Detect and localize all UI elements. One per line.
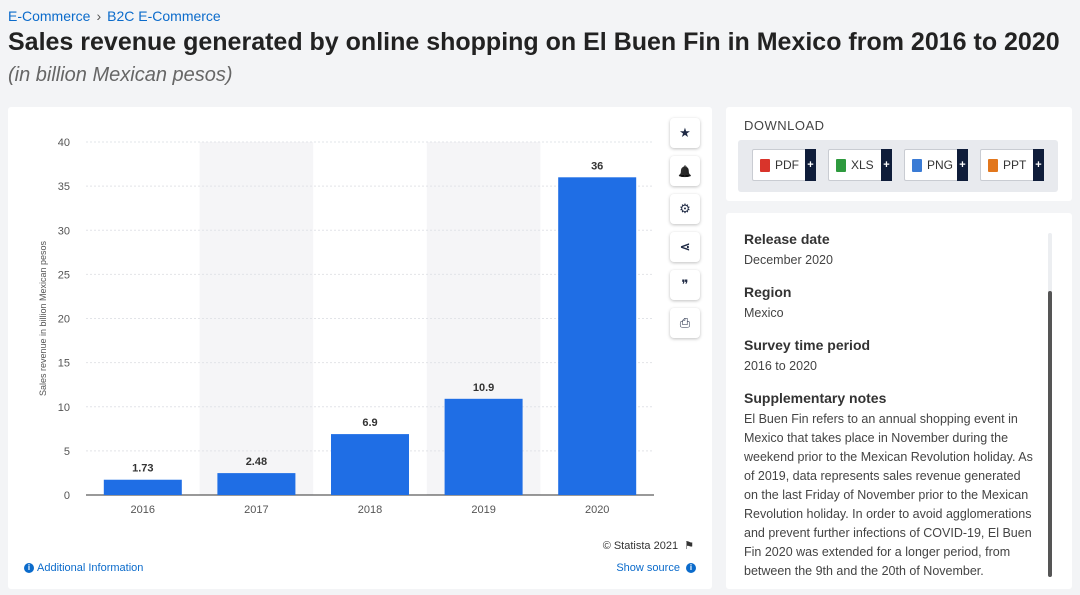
region-value: Mexico <box>744 306 784 320</box>
print-button[interactable]: ⎙ <box>670 308 700 338</box>
breadcrumb-link-ecommerce[interactable]: E-Commerce <box>8 8 91 24</box>
metadata-content: Release date December 2020 Region Mexico… <box>744 231 1034 589</box>
bell-icon: 🔔 <box>678 165 692 178</box>
survey-period-value: 2016 to 2020 <box>744 359 817 373</box>
column-band <box>199 142 314 495</box>
y-axis-label: Sales revenue in billion Mexican pesos <box>38 240 48 396</box>
additional-information-link[interactable]: i Additional Information <box>24 562 143 574</box>
x-tick-label: 2018 <box>358 504 382 516</box>
gear-icon: ⚙ <box>679 201 691 216</box>
y-tick-label: 20 <box>58 314 70 326</box>
ppt-file-icon <box>988 158 998 172</box>
release-date-heading: Release date <box>744 231 830 247</box>
download-ppt-button[interactable]: PPT + <box>980 149 1044 181</box>
scrollbar-thumb[interactable] <box>1048 291 1052 577</box>
x-tick-label: 2019 <box>471 504 495 516</box>
metadata-panel: Release date December 2020 Region Mexico… <box>726 213 1072 589</box>
chart-panel: 0 5 10 15 20 25 30 35 40 1.73 2016 2.48 2017 6.9 2018 1… <box>8 107 712 589</box>
share-button[interactable]: ⋖ <box>670 232 700 262</box>
bar <box>558 177 637 496</box>
flag-icon: ⚑ <box>684 540 694 552</box>
supplementary-notes-heading: Supplementary notes <box>744 390 887 406</box>
breadcrumb: E-Commerce › B2C E-Commerce <box>8 8 221 24</box>
bar <box>444 398 523 495</box>
quote-button[interactable]: ❞ <box>670 270 700 300</box>
x-tick-label: 2017 <box>244 504 268 516</box>
download-png-label: PNG <box>927 158 954 172</box>
download-ppt-label: PPT <box>1003 158 1027 172</box>
data-label: 10.9 <box>473 382 494 394</box>
png-file-icon <box>912 158 922 172</box>
download-xls-button[interactable]: XLS + <box>828 149 892 181</box>
bar <box>103 479 182 495</box>
bar-chart: 0 5 10 15 20 25 30 35 40 1.73 2016 2.48 2017 6.9 2018 1… <box>38 137 654 516</box>
credit: © Statista 2021 ⚑ <box>603 539 694 552</box>
plus-icon[interactable]: + <box>881 149 892 181</box>
y-tick-label: 5 <box>64 446 70 458</box>
breadcrumb-link-b2c[interactable]: B2C E-Commerce <box>107 8 221 24</box>
bell-button[interactable]: 🔔 <box>670 156 700 186</box>
region-heading: Region <box>744 284 792 300</box>
xls-file-icon <box>836 158 846 172</box>
survey-period-heading: Survey time period <box>744 337 871 353</box>
breadcrumb-separator: › <box>96 8 102 24</box>
gear-button[interactable]: ⚙ <box>670 194 700 224</box>
download-bar: PDF + XLS + PNG + PPT + <box>738 140 1058 192</box>
y-tick-label: 15 <box>58 358 70 370</box>
download-pdf-button[interactable]: PDF + <box>752 149 816 181</box>
additional-information-label: Additional Information <box>37 562 144 574</box>
download-xls-label: XLS <box>851 158 874 172</box>
data-label: 2.48 <box>246 456 267 468</box>
show-source-link[interactable]: Show source i <box>616 562 696 574</box>
credit-text: © Statista 2021 <box>602 540 679 552</box>
star-icon: ★ <box>679 125 691 140</box>
download-png-button[interactable]: PNG + <box>904 149 968 181</box>
bar <box>217 473 296 495</box>
x-tick-label: 2016 <box>131 504 155 516</box>
page-subtitle: (in billion Mexican pesos) <box>8 64 233 86</box>
page-title: Sales revenue generated by online shoppi… <box>8 28 1060 56</box>
quote-icon: ❞ <box>681 277 689 292</box>
download-title: DOWNLOAD <box>744 118 825 133</box>
y-tick-label: 25 <box>58 269 70 281</box>
data-label: 6.9 <box>362 417 377 429</box>
share-icon: ⋖ <box>679 239 691 254</box>
x-tick-label: 2020 <box>585 504 609 516</box>
data-label: 1.73 <box>132 463 153 475</box>
supplementary-notes-text: El Buen Fin refers to an annual shopping… <box>744 412 1033 578</box>
bar <box>331 434 409 495</box>
plus-icon[interactable]: + <box>805 149 816 181</box>
download-panel: DOWNLOAD PDF + XLS + PNG + PPT + <box>726 107 1072 201</box>
scrollbar[interactable] <box>1048 233 1052 577</box>
plus-icon[interactable]: + <box>1033 149 1044 181</box>
info-icon: i <box>24 563 34 574</box>
plus-icon[interactable]: + <box>957 149 968 181</box>
info-icon: i <box>686 563 696 574</box>
star-button[interactable]: ★ <box>670 118 700 148</box>
y-tick-label: 30 <box>58 225 70 237</box>
y-tick-label: 35 <box>58 181 70 193</box>
show-source-label: Show source <box>616 562 680 574</box>
download-pdf-label: PDF <box>775 158 799 172</box>
y-tick-label: 40 <box>58 137 70 149</box>
release-date-value: December 2020 <box>744 253 833 267</box>
data-label: 36 <box>591 160 603 172</box>
print-icon: ⎙ <box>679 315 691 330</box>
pdf-file-icon <box>760 158 770 172</box>
y-tick-label: 10 <box>58 402 70 414</box>
y-tick-label: 0 <box>64 490 70 502</box>
